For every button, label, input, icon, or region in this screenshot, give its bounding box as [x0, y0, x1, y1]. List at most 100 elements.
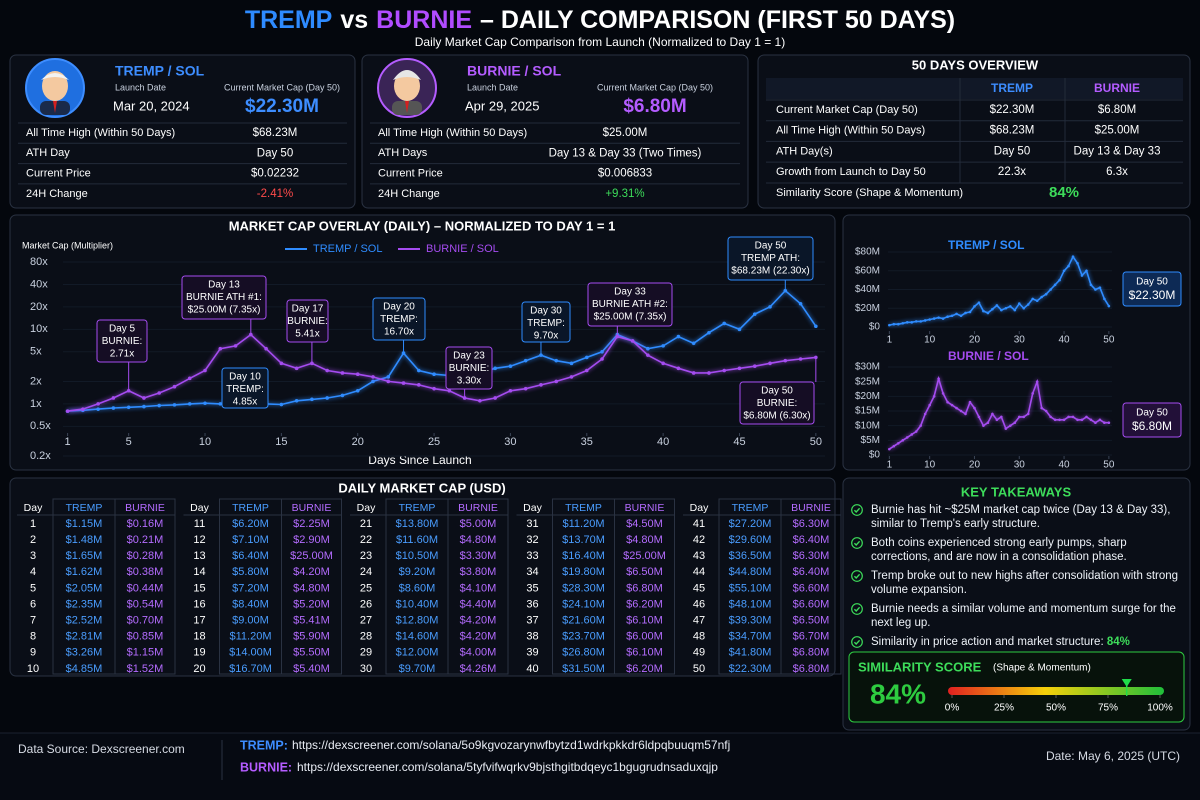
- annotation-text: BURNIE ATH #2:: [592, 299, 668, 310]
- table-cell: $25.00M: [623, 550, 666, 562]
- takeaway-text: Burnie has hit ~$25M market cap twice (D…: [871, 503, 1183, 531]
- series-dot: [897, 322, 900, 326]
- annotation-text: 2.71x: [110, 349, 134, 360]
- series-dot: [1107, 421, 1111, 425]
- annotation-text: Day 33: [614, 287, 646, 298]
- table-cell: $39.30M: [729, 615, 772, 627]
- series-dot: [81, 407, 85, 411]
- table-cell: $9.20M: [399, 566, 436, 578]
- x-tick-label: 1: [887, 335, 893, 346]
- takeaway-item: Both coins experienced strong early pump…: [851, 536, 1183, 564]
- table-header: TREMP: [565, 502, 602, 514]
- series-dot: [646, 346, 650, 351]
- table-cell: $14.00M: [229, 647, 272, 659]
- series-dot: [325, 368, 329, 373]
- series-dot: [187, 402, 192, 406]
- series-dot: [1103, 297, 1106, 301]
- table-cell: 7: [30, 615, 36, 627]
- y-tick-label: $20M: [855, 303, 880, 314]
- annotation-text: TREMP:: [527, 318, 565, 329]
- x-tick-label: 20: [969, 335, 981, 346]
- gauge-tick-label: 75%: [1098, 703, 1118, 714]
- series-dot: [1000, 415, 1003, 419]
- series-dot: [96, 407, 100, 411]
- series-dot: [995, 304, 999, 307]
- y-tick-label: $30M: [855, 362, 880, 373]
- table-cell: $8.60M: [399, 582, 436, 594]
- series-dot: [539, 353, 543, 357]
- gauge-bar: [948, 687, 1164, 695]
- table-cell: 44: [693, 566, 705, 578]
- annotation-text: TREMP:: [226, 384, 264, 395]
- series-dot: [691, 371, 696, 375]
- table-cell: 21: [360, 518, 372, 530]
- check-icon: [851, 636, 863, 648]
- series-dot: [493, 396, 497, 400]
- annotation-text: Day 10: [229, 372, 261, 383]
- series-dot: [737, 366, 742, 371]
- overview-value: $25.00M: [1095, 125, 1140, 137]
- annotation-text: $68.23M (22.30x): [731, 266, 809, 277]
- table-cell: 1: [30, 518, 36, 530]
- takeaway-text: Similarity in price action and market st…: [871, 635, 1130, 649]
- annotation-text: 5.41x: [295, 329, 319, 340]
- gauge-tick-label: 50%: [1046, 703, 1066, 714]
- footer-date: Date: May 6, 2025 (UTC): [1046, 749, 1180, 763]
- score-label: 84%: [870, 678, 926, 709]
- table-cell: $36.50M: [729, 550, 772, 562]
- table-cell: $12.00M: [396, 647, 439, 659]
- table-cell: 30: [360, 663, 372, 675]
- footer-source: Data Source: Dexscreener.com: [18, 742, 185, 756]
- table-cell: 49: [693, 647, 705, 659]
- series-dot: [950, 403, 954, 407]
- series-dot: [722, 368, 727, 373]
- table-cell: $23.70M: [562, 631, 605, 643]
- table-cell: $5.00M: [460, 518, 497, 530]
- series-dot: [798, 302, 803, 306]
- annotation-box: [587, 282, 673, 327]
- table-header: TREMP: [732, 502, 769, 514]
- table-cell: $4.20M: [293, 566, 330, 578]
- table-cell: 46: [693, 598, 705, 610]
- table-cell: $13.70M: [562, 534, 605, 546]
- chart-title: TREMP / SOL: [948, 238, 1024, 252]
- series-dot: [977, 415, 981, 419]
- score-title: SIMILARITY SCORE: [858, 659, 982, 674]
- annotation-text: 16.70x: [384, 327, 414, 338]
- table-cell: 50: [693, 663, 705, 675]
- series-dot: [905, 321, 909, 324]
- x-tick-label: 50: [1103, 335, 1115, 346]
- series-dot: [973, 406, 976, 410]
- series-dot: [508, 364, 513, 369]
- launch-label: Launch Date: [467, 82, 518, 92]
- overview-label: ATH Day(s): [776, 145, 833, 157]
- series-dot: [1089, 418, 1093, 422]
- table-block: [219, 498, 342, 675]
- table-cell: 39: [526, 647, 538, 659]
- series-dot: [340, 371, 345, 375]
- table-cell: $0.70M: [127, 615, 164, 627]
- series-dot: [888, 447, 891, 451]
- callout-text: $6.80M: [1132, 419, 1172, 433]
- table-cell: 17: [193, 615, 205, 627]
- series-dot: [1098, 418, 1102, 422]
- table-cell: $11.20M: [563, 518, 605, 530]
- legend-label: TREMP / SOL: [313, 243, 382, 255]
- table-cell: $14.60M: [396, 631, 439, 643]
- annotation-box: [372, 297, 426, 341]
- y-tick-label: $10M: [855, 420, 880, 431]
- series-dot: [539, 383, 543, 387]
- annotation-box: [521, 301, 571, 343]
- launch-date: Mar 20, 2024: [113, 98, 190, 113]
- table-cell: $0.21M: [127, 534, 164, 546]
- series-dot: [959, 314, 963, 318]
- table-cell: 3: [30, 550, 36, 562]
- y-tick-label: $40M: [855, 284, 880, 295]
- table-cell: 10: [27, 663, 39, 675]
- table-header: Day: [190, 502, 209, 514]
- cap-label: Current Market Cap (Day 50): [224, 82, 340, 92]
- annotation-box: [221, 367, 269, 409]
- y-tick-label: $20M: [855, 391, 880, 402]
- x-tick-label: 45: [733, 436, 745, 448]
- table-cell: 47: [693, 615, 705, 627]
